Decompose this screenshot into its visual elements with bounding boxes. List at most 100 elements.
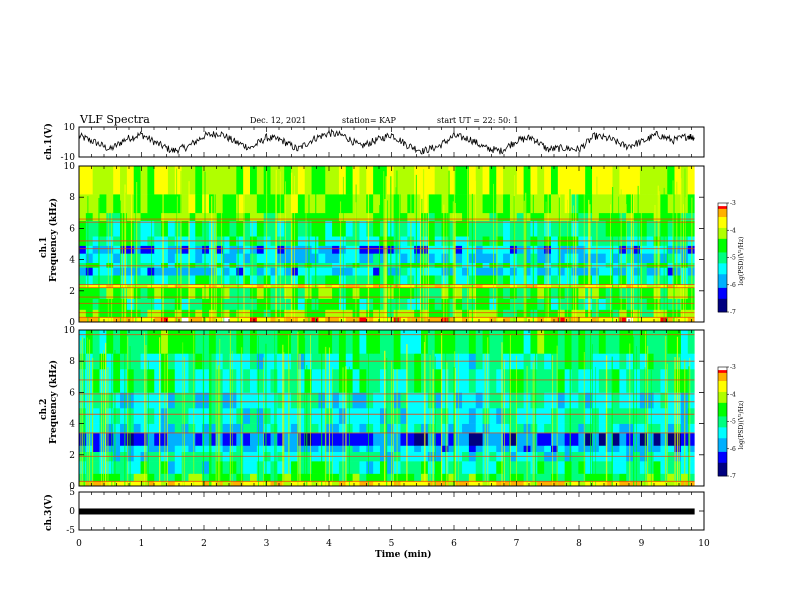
ch1-spectrogram-cell [509, 298, 518, 310]
ch2-spectrogram-cell [660, 461, 668, 474]
ch1-spectrogram-cell [345, 284, 354, 288]
ch1-spectrogram-cell [113, 267, 121, 276]
ch2-spectrogram-cell [243, 392, 251, 409]
ch1-spectrogram-cell [462, 287, 470, 299]
ch1-spectrogram-cell [400, 166, 408, 195]
ch2-spectrogram-cell [222, 481, 230, 487]
ch2-spectrogram-cell [222, 473, 230, 482]
ch1-spectrogram-cell [373, 212, 381, 221]
ch1-spectrogram-cell [99, 298, 107, 310]
ch1-spectrogram-cell [421, 262, 429, 268]
ch1-spectrogram-cell [140, 212, 148, 221]
ch1-spectrogram-cell [421, 284, 429, 288]
ch1-spectrogram-cell [571, 267, 579, 276]
ch1-spectrogram-cell [462, 317, 470, 323]
ch1-spectrogram-cell [509, 194, 518, 214]
ch3-waveform-y-tick-label: -5 [66, 526, 75, 536]
ch2-spectrogram-cell [557, 445, 566, 452]
ch2-spectrogram-cell [332, 461, 340, 474]
ch1-spectrogram-cell [421, 267, 429, 276]
ch1-spectrogram-cell [85, 262, 94, 268]
ch1-spectrogram-cell [284, 267, 292, 276]
ch1-spectrogram-cell [626, 166, 634, 195]
ch1-spectrogram-cell [120, 287, 128, 299]
ch1-spectrogram-cell [181, 309, 189, 318]
ch1-spectrogram-cell [236, 194, 244, 214]
ch2-spectrogram-cell [229, 330, 237, 354]
ch1-spectrogram-cell [550, 284, 559, 288]
x-tick-label: 3 [264, 539, 270, 549]
ch1-spectrogram-cell [188, 298, 196, 310]
ch2-spectrogram-cell [195, 481, 203, 487]
ch2-colorbar-swatch [718, 367, 727, 371]
ch2-spectrogram-cell [489, 330, 497, 354]
ch1-colorbar-swatch [718, 260, 727, 264]
ch1-colorbar-swatch [718, 230, 727, 234]
ch1-spectrogram-cell [626, 298, 634, 310]
ch2-spectrogram-cell [208, 432, 217, 446]
ch2-spectrogram-cell [550, 392, 559, 409]
ch2-colorbar-tick-label: -3 [730, 364, 736, 371]
ch1-spectrogram-cell [229, 220, 237, 237]
ch2-spectrogram-cell [414, 330, 422, 354]
ch1-spectrogram-cell [140, 166, 148, 195]
ch1-spectrogram-cell [154, 275, 162, 285]
ch1-spectrogram-cell [667, 262, 675, 268]
ch1-spectrogram-cell [530, 194, 538, 214]
ch1-spectrogram-cell [140, 298, 148, 310]
ch1-spectrogram-cell [674, 267, 682, 276]
ch2-spectrogram-cell [660, 369, 668, 393]
ch2-spectrogram-cell [550, 473, 559, 482]
ch2-spectrogram-cell [489, 473, 497, 482]
ch1-spectrogram-cell [421, 275, 429, 285]
ch2-spectrogram-cell [496, 481, 504, 487]
ch2-spectrogram-cell [291, 481, 299, 487]
ch1-spectrogram-cell [161, 317, 169, 323]
ch1-spectrogram-cell [215, 287, 224, 299]
ch1-spectrogram-cell [434, 298, 443, 310]
ch1-spectrogram-cell [181, 275, 189, 285]
ch1-spectrogram-cell [174, 298, 183, 310]
ch1-spectrogram-cell [359, 317, 367, 323]
ch1-spectrogram-cell [208, 317, 217, 323]
ch1-spectrogram-cell [338, 194, 347, 214]
ch2-spectrogram-cell [270, 445, 278, 452]
ch2-spectrogram-cell [126, 330, 135, 354]
ch2-spectrogram-cell [667, 445, 675, 452]
ch1-spectrogram-cell [537, 317, 545, 323]
ch1-spectrogram-cell [332, 317, 340, 323]
ch1-spectrogram-cell [667, 253, 675, 264]
ch1-spectrogram-cell [256, 166, 265, 195]
ch2-spectrogram-cell [516, 461, 525, 474]
ch1-spectrogram-cell [441, 287, 449, 299]
ch2-colorbar-swatch [718, 407, 727, 411]
ch1-spectrogram-cell [256, 309, 265, 318]
ch1-spectrogram-cell [243, 212, 251, 221]
ch1-spectrogram-cell [366, 245, 374, 254]
ch1-spectrogram-cell [345, 212, 354, 221]
ch1-spectrogram-cell [496, 262, 504, 268]
ch1-spectrogram-cell [421, 194, 429, 214]
ch1-spectrogram-cell [674, 309, 682, 318]
ch2-spectrogram-cell [167, 423, 176, 434]
ch1-spectrogram-cell [530, 284, 538, 288]
ch1-spectrogram-cell [564, 284, 572, 288]
ch1-spectrogram-cell [174, 309, 183, 318]
ch1-spectrogram-cell [270, 262, 278, 268]
ch1-spectrogram-cell [277, 287, 285, 299]
ch2-colorbar-swatch [718, 405, 727, 409]
ch1-spectrogram-cell [612, 284, 620, 288]
ch1-spectrogram-cell [550, 267, 559, 276]
ch1-spectrogram-cell [188, 212, 196, 221]
ch2-colorbar-swatch [718, 424, 727, 428]
ch1-spectrogram-cell [619, 194, 627, 214]
ch1-spectrogram-cell [195, 267, 203, 276]
ch1-spectrogram-cell [557, 194, 566, 214]
ch2-spectrogram-cell [352, 369, 360, 393]
ch2-colorbar-swatch [718, 375, 727, 379]
ch1-spectrogram-cell [140, 253, 148, 264]
ch2-spectrogram-cell [236, 473, 244, 482]
ch1-spectrogram-cell [674, 166, 682, 195]
ch1-spectrogram-cell [605, 287, 614, 299]
ch1-spectrogram-cell [598, 317, 607, 323]
